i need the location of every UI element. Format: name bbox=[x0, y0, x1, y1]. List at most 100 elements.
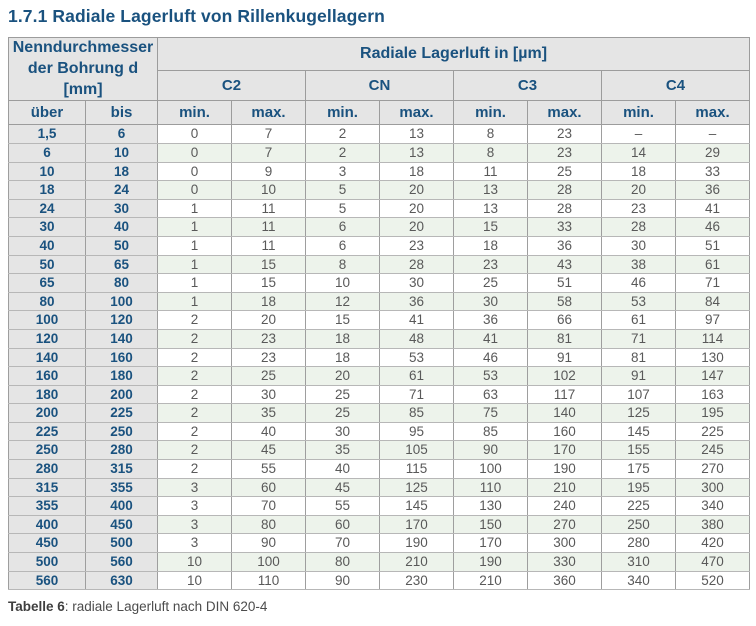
table-row: 1,5 6 0 7 2 13 8 23– – bbox=[8, 124, 751, 144]
cell-value: 20 bbox=[379, 180, 455, 200]
cell-value: 0 bbox=[157, 142, 233, 163]
table-row: 40 50 1 11 6 23 18 36 30 51 bbox=[8, 235, 751, 256]
cell-over: 30 bbox=[8, 217, 86, 237]
cell-value: 3 bbox=[305, 161, 381, 182]
col-header-c4-min: min. bbox=[601, 100, 677, 126]
cell-value: 53 bbox=[601, 291, 677, 312]
cell-value: 0 bbox=[157, 161, 233, 182]
cell-value: 210 bbox=[453, 570, 529, 591]
cell-value: 10 bbox=[157, 552, 233, 572]
cell-value: 2 bbox=[157, 328, 233, 349]
cell-value: 360 bbox=[527, 570, 603, 591]
cell-value: 330 bbox=[527, 552, 603, 572]
col-header-c3-min: min. bbox=[453, 100, 529, 126]
cell-value: 3 bbox=[157, 496, 233, 516]
cell-to: 180 bbox=[84, 366, 159, 386]
cell-value: 2 bbox=[157, 403, 233, 423]
table-row: 315 355 3 60 45 125 110 210 195 300 bbox=[8, 477, 751, 498]
cell-value: 53 bbox=[453, 366, 529, 386]
cell-to: 630 bbox=[84, 570, 159, 591]
cell-value: 18 bbox=[453, 235, 529, 256]
col-header-cn-min: min. bbox=[305, 100, 381, 126]
cell-to: 18 bbox=[84, 161, 159, 182]
cell-value: 250 bbox=[601, 514, 677, 535]
cell-value: 23 bbox=[453, 254, 529, 275]
cell-value: 420 bbox=[675, 533, 751, 554]
cell-value: 90 bbox=[231, 533, 307, 554]
cell-value: 36 bbox=[379, 291, 455, 312]
cell-value: 125 bbox=[379, 477, 455, 498]
cell-value: 125 bbox=[601, 403, 677, 423]
cell-value: 3 bbox=[157, 533, 233, 554]
cell-value: 11 bbox=[231, 235, 307, 256]
cell-value: 30 bbox=[231, 384, 307, 405]
cell-value: 245 bbox=[675, 440, 751, 461]
cell-value: 45 bbox=[305, 477, 381, 498]
bore-diameter-header: Nenndurchmesser der Bohrung d [mm] bbox=[7, 36, 159, 102]
cell-value: 520 bbox=[675, 570, 751, 591]
col-header-c2-min: min. bbox=[157, 100, 233, 126]
cell-value: 20 bbox=[379, 217, 455, 237]
cell-value: 20 bbox=[601, 180, 677, 200]
table-row: 400 450 3 80 60 170 150 270 250 380 bbox=[8, 514, 751, 535]
cell-over: 250 bbox=[8, 440, 86, 461]
clearance-header: Radiale Lagerluft in [µm] bbox=[157, 37, 751, 71]
table-body: 1,5 6 0 7 2 13 8 23– –6 10 0 7 2 13 8 23 14 29 10 18 0 9 3 18 11… bbox=[8, 124, 751, 591]
class-header-c2: C2 bbox=[157, 69, 307, 102]
cell-value: 20 bbox=[305, 366, 381, 386]
cell-value: 11 bbox=[453, 161, 529, 182]
cell-value: 145 bbox=[379, 496, 455, 516]
cell-value: 107 bbox=[601, 384, 677, 405]
cell-value: 7 bbox=[231, 124, 307, 144]
cell-value: 3 bbox=[157, 514, 233, 535]
cell-value: 85 bbox=[453, 421, 529, 442]
cell-value: 3 bbox=[157, 477, 233, 498]
cell-value: 102 bbox=[527, 366, 603, 386]
cell-value: 470 bbox=[675, 552, 751, 572]
cell-value: 340 bbox=[675, 496, 751, 516]
cell-over: 560 bbox=[8, 570, 86, 591]
cell-value: 20 bbox=[231, 310, 307, 330]
cell-value: 30 bbox=[379, 273, 455, 293]
cell-value: 115 bbox=[379, 459, 455, 479]
cell-over: 225 bbox=[8, 421, 86, 442]
cell-value: 46 bbox=[453, 347, 529, 368]
cell-value: 97 bbox=[675, 310, 751, 330]
cell-value: 71 bbox=[379, 384, 455, 405]
cell-value: 1 bbox=[157, 217, 233, 237]
cell-value: 175 bbox=[601, 459, 677, 479]
cell-value: 84 bbox=[675, 291, 751, 312]
cell-over: 355 bbox=[8, 496, 86, 516]
cell-value: 66 bbox=[527, 310, 603, 330]
cell-value: 46 bbox=[675, 217, 751, 237]
cell-to: 10 bbox=[84, 142, 159, 163]
cell-value: 100 bbox=[231, 552, 307, 572]
cell-value: 195 bbox=[601, 477, 677, 498]
cell-value: 23 bbox=[527, 124, 603, 144]
cell-value: 160 bbox=[527, 421, 603, 442]
cell-value: 46 bbox=[601, 273, 677, 293]
cell-value: 80 bbox=[305, 552, 381, 572]
cell-value: 23 bbox=[379, 235, 455, 256]
cell-value: 28 bbox=[527, 180, 603, 200]
bore-header-line1: Nenndurchmesser bbox=[12, 39, 154, 56]
cell-value: 90 bbox=[305, 570, 381, 591]
table-row: 24 30 1 11 5 20 13 28 23 41 bbox=[8, 198, 751, 219]
cell-value: 33 bbox=[527, 217, 603, 237]
cell-value: 95 bbox=[379, 421, 455, 442]
cell-value: 51 bbox=[675, 235, 751, 256]
table-row: 200 225 2 35 25 85 75 140 125 195 bbox=[8, 403, 751, 423]
table-caption: Tabelle 6: radiale Lagerluft nach DIN 62… bbox=[8, 599, 748, 626]
table-row: 30 40 1 11 6 20 15 33 28 46 bbox=[8, 217, 751, 237]
cell-value: 53 bbox=[379, 347, 455, 368]
cell-value: 2 bbox=[157, 421, 233, 442]
table-row: 10 18 0 9 3 18 11 25 18 33 bbox=[8, 161, 751, 182]
cell-over: 315 bbox=[8, 477, 86, 498]
col-header-c4-max: max. bbox=[675, 100, 751, 126]
cell-value: 15 bbox=[231, 273, 307, 293]
table-row: 18 24 0 10 5 20 13 28 20 36 bbox=[8, 180, 751, 200]
cell-value: 230 bbox=[379, 570, 455, 591]
cell-over: 50 bbox=[8, 254, 86, 275]
cell-value: 18 bbox=[601, 161, 677, 182]
cell-value: 38 bbox=[601, 254, 677, 275]
